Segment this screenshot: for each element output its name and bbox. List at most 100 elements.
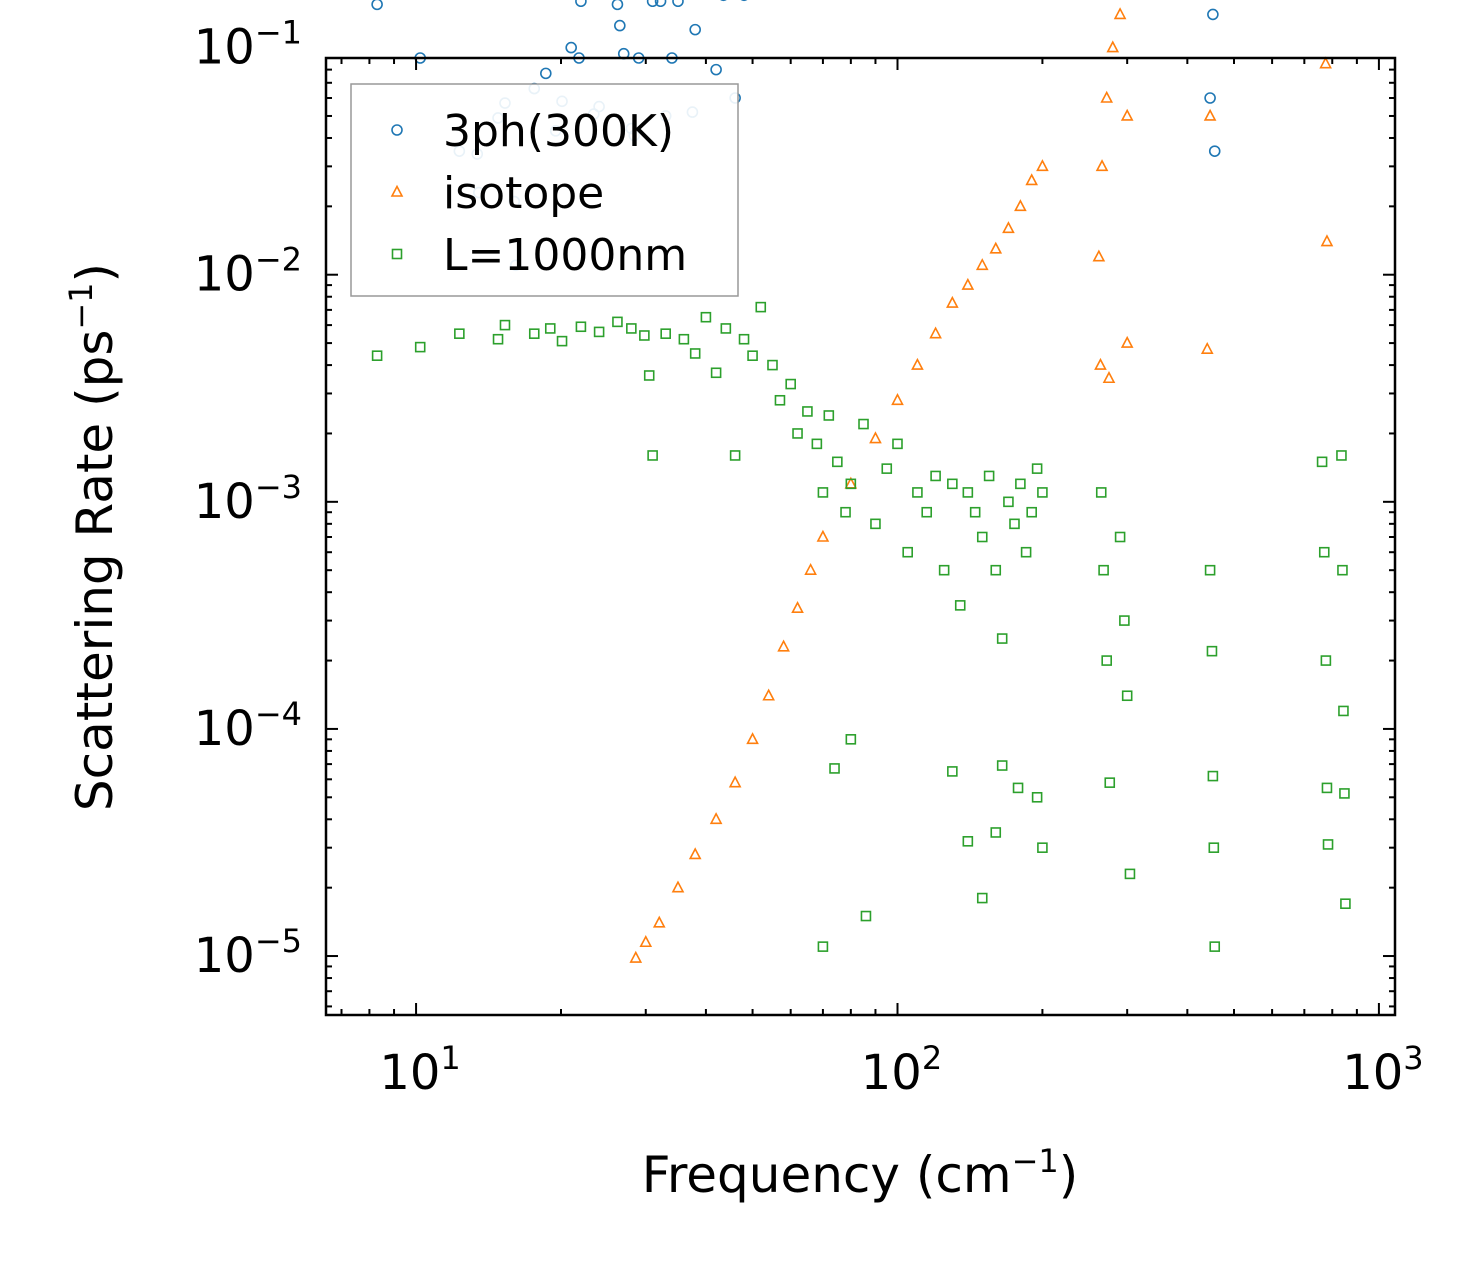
- data-point: [1020, 546, 1032, 558]
- data-point: [1200, 341, 1214, 354]
- data-point: [975, 258, 989, 271]
- legend-label: isotope: [443, 168, 604, 219]
- data-point: [1336, 450, 1347, 461]
- data-point: [709, 812, 723, 825]
- data-point: [746, 732, 759, 745]
- data-point: [1340, 898, 1351, 909]
- data-point: [892, 438, 903, 450]
- data-point: [1203, 108, 1217, 121]
- data-point: [1209, 941, 1221, 952]
- data-point: [962, 487, 974, 498]
- data-point: [976, 531, 988, 543]
- data-point: [1106, 40, 1120, 53]
- data-point: [1322, 839, 1334, 850]
- data-point: [954, 600, 966, 611]
- data-point: [989, 241, 1003, 254]
- data-point: [762, 688, 775, 701]
- y-tick-label: 10−5: [194, 922, 302, 984]
- data-point: [870, 518, 881, 530]
- data-point: [700, 311, 712, 323]
- data-point: [1120, 108, 1134, 121]
- x-tick-label: 103: [1342, 1039, 1423, 1101]
- data-point: [710, 63, 722, 76]
- data-point: [646, 0, 659, 8]
- legend: 3ph(300K) isotope L=1000nm: [350, 83, 739, 297]
- data-point: [1101, 655, 1112, 666]
- data-point: [1015, 478, 1026, 490]
- data-point: [840, 506, 851, 518]
- data-point: [626, 323, 637, 334]
- data-point: [1003, 496, 1014, 508]
- data-point: [1207, 8, 1219, 21]
- legend-label: L=1000nm: [443, 230, 687, 281]
- data-point: [575, 321, 587, 333]
- data-point: [823, 410, 835, 421]
- data-point: [672, 0, 684, 8]
- data-point: [1036, 159, 1049, 172]
- legend-item: isotope: [390, 168, 604, 219]
- data-point: [804, 562, 817, 575]
- data-point: [654, 0, 667, 8]
- data-point: [1031, 791, 1043, 803]
- data-point: [738, 333, 750, 345]
- data-point: [747, 350, 758, 361]
- data-point: [996, 633, 1008, 644]
- data-point: [1098, 564, 1109, 576]
- data-point: [1014, 199, 1027, 212]
- data-point: [1338, 705, 1349, 717]
- data-point: [767, 359, 778, 371]
- data-point: [612, 316, 623, 328]
- data-point: [1114, 531, 1126, 543]
- data-point: [777, 639, 790, 652]
- data-point: [593, 326, 605, 338]
- data-point: [1037, 842, 1048, 853]
- data-point: [1092, 249, 1106, 262]
- data-point: [911, 357, 924, 370]
- data-point: [774, 394, 786, 406]
- data-point: [689, 23, 701, 36]
- data-point: [791, 601, 804, 614]
- data-point: [921, 506, 933, 518]
- data-point: [720, 323, 732, 334]
- data-point: [947, 766, 958, 777]
- data-point: [785, 378, 796, 390]
- data-point: [891, 393, 904, 406]
- data-point: [1316, 456, 1328, 468]
- data-point: [454, 328, 465, 339]
- data-point: [614, 19, 626, 32]
- legend-box: [350, 83, 739, 297]
- data-point: [688, 847, 702, 860]
- legend-marker: [391, 248, 403, 260]
- data-point: [832, 456, 843, 468]
- data-point: [643, 370, 655, 381]
- data-point: [660, 328, 671, 339]
- data-point: [1121, 690, 1133, 702]
- data-point: [929, 326, 942, 339]
- data-point: [492, 333, 504, 345]
- data-point: [947, 478, 958, 490]
- data-point: [881, 463, 893, 474]
- data-point: [1113, 7, 1127, 20]
- data-point: [1002, 221, 1015, 234]
- y-tick-label: 10−3: [194, 468, 302, 530]
- data-point: [647, 450, 658, 461]
- data-point: [1204, 564, 1216, 576]
- data-point: [1031, 463, 1043, 474]
- data-point: [1204, 92, 1216, 104]
- data-point: [1337, 564, 1348, 576]
- data-point: [1094, 357, 1107, 370]
- data-point: [728, 775, 742, 788]
- legend-marker: [390, 184, 404, 197]
- data-point: [1208, 145, 1221, 157]
- data-point: [990, 564, 1002, 576]
- legend-item: L=1000nm: [391, 230, 687, 281]
- legend-marker: [391, 124, 403, 136]
- data-point: [1012, 782, 1024, 794]
- data-point: [946, 295, 959, 308]
- data-point: [371, 350, 383, 361]
- legend-label: 3ph(300K): [443, 106, 674, 157]
- data-point: [544, 323, 556, 334]
- data-point: [976, 892, 988, 904]
- data-points: [371, 0, 1351, 963]
